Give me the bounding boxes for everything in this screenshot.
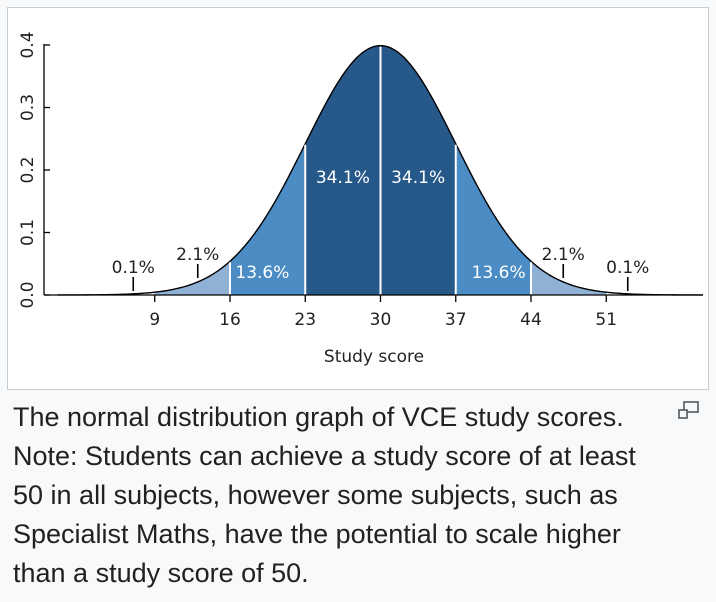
y-tick-label-0: 0.0 xyxy=(18,281,38,308)
x-tick-label-4: 37 xyxy=(445,310,467,330)
y-tick-label-2: 0.2 xyxy=(18,156,38,183)
x-tick-label-3: 30 xyxy=(370,310,392,330)
distribution-curve xyxy=(58,44,703,296)
enlarge-icon[interactable] xyxy=(677,400,701,422)
y-tick-label-4: 0.4 xyxy=(18,31,38,58)
x-tick-label-2: 23 xyxy=(294,310,316,330)
band-label-0: 0.1% xyxy=(112,258,155,278)
band-label-3: 34.1% xyxy=(316,168,370,188)
axes: 9 16 23 30 37 44 51 0.0 0.1 0.2 0.3 0.4 xyxy=(18,31,703,330)
figure-caption: The normal distribution graph of VCE stu… xyxy=(13,402,636,588)
band-area-1 xyxy=(154,261,230,295)
x-tick-label-1: 16 xyxy=(219,310,241,330)
normal-distribution-chart: 9 16 23 30 37 44 51 0.0 0.1 0.2 0.3 0.4 0.1% 2.1% 13.… xyxy=(18,31,703,367)
band-area-6 xyxy=(531,261,607,295)
x-tick-label-5: 44 xyxy=(520,310,542,330)
band-label-2: 13.6% xyxy=(235,263,289,283)
x-tick-label-6: 51 xyxy=(595,310,617,330)
band-label-5: 13.6% xyxy=(472,263,526,283)
x-tick-label-0: 9 xyxy=(149,310,160,330)
band-labels: 0.1% 2.1% 13.6% 34.1% 34.1% 13.6% 2.1% 0.1% xyxy=(112,168,649,291)
band-label-4: 34.1% xyxy=(391,168,445,188)
band-label-1: 2.1% xyxy=(176,245,219,265)
x-axis-label: Study score xyxy=(324,347,424,367)
band-label-7: 0.1% xyxy=(606,258,649,278)
y-tick-label-3: 0.3 xyxy=(18,94,38,121)
band-label-6: 2.1% xyxy=(542,245,585,265)
y-tick-label-1: 0.1 xyxy=(18,219,38,246)
chart-container: 9 16 23 30 37 44 51 0.0 0.1 0.2 0.3 0.4 0.1% 2.1% 13.… xyxy=(7,7,709,390)
band-dividers xyxy=(229,46,532,295)
